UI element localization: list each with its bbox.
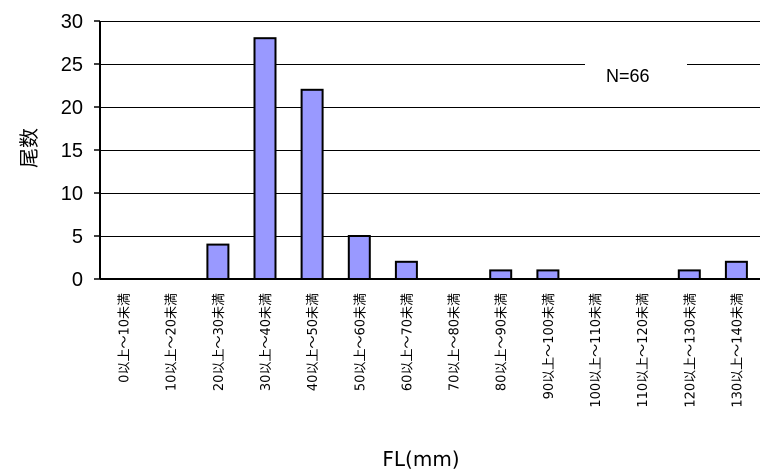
x-category-label-10: 100以上～110未満: [589, 293, 604, 408]
bar-9: [536, 269, 560, 280]
x-category-label-11: 110以上～120未満: [636, 293, 651, 408]
y-tick-label-20: 20: [61, 97, 83, 119]
y-tick-label-30: 30: [61, 11, 83, 33]
bar-6: [394, 260, 418, 280]
axes: [94, 20, 760, 280]
x-category-label-8: 80以上～90未満: [495, 293, 510, 391]
x-axis-title: FL(mm): [382, 447, 459, 471]
annotation-background: [585, 58, 687, 92]
bar-13: [724, 260, 748, 280]
gridlines: [100, 21, 760, 237]
x-category-label-12: 120以上～130未満: [683, 293, 698, 408]
y-tick-label-25: 25: [61, 54, 83, 76]
y-tick-labels: 0 5 10 15 20 25 30: [61, 11, 83, 291]
x-category-label-0: 0以上～10未満: [118, 293, 133, 383]
x-category-label-7: 70以上～80未満: [448, 293, 463, 391]
bar-12: [677, 269, 701, 280]
bars: [206, 37, 748, 281]
y-axis-title: 尾数: [17, 128, 41, 168]
x-category-labels: 0以上～10未満 10以上～20未満 20以上～30未満 30以上～40未満 40以上～…: [118, 293, 746, 408]
bar-5: [347, 235, 371, 280]
y-tick-label-15: 15: [61, 140, 83, 162]
x-category-label-4: 40以上～50未満: [306, 293, 321, 391]
x-category-label-13: 130以上～140未満: [730, 293, 745, 408]
y-tick-label-10: 10: [61, 183, 83, 205]
x-category-label-9: 90以上～100未満: [542, 293, 557, 399]
x-category-label-2: 20以上～30未満: [212, 293, 227, 391]
y-tick-label-0: 0: [72, 269, 83, 291]
bar-2: [206, 243, 230, 281]
x-category-label-6: 60以上～70未満: [400, 293, 415, 391]
bar-3: [253, 37, 277, 281]
bar-4: [300, 88, 324, 280]
y-tick-label-5: 5: [72, 226, 83, 248]
x-category-label-1: 10以上～20未満: [165, 293, 180, 391]
x-category-label-5: 50以上～60未満: [353, 293, 368, 391]
x-category-label-3: 30以上～40未満: [259, 293, 274, 391]
sample-size-annotation: N=66: [606, 66, 650, 86]
bar-8: [489, 269, 513, 280]
